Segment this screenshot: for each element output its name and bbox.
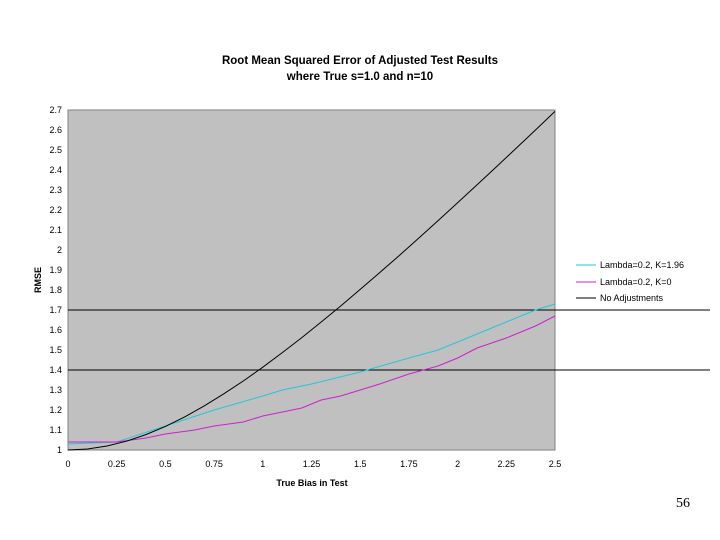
series-line-2 bbox=[67, 111, 556, 451]
y-tick-label: 2.4 bbox=[49, 165, 62, 175]
chart-subtitle: where True s=1.0 and n=10 bbox=[286, 71, 433, 83]
x-tick-label: 2 bbox=[455, 459, 460, 469]
x-tick-label: 1.5 bbox=[354, 459, 367, 469]
y-tick-label: 2.1 bbox=[49, 225, 62, 235]
x-tick-label: 2.5 bbox=[549, 459, 562, 469]
legend-label-0: Lambda=0.2, K=1.96 bbox=[600, 260, 684, 270]
x-tick-label: 0.5 bbox=[159, 459, 172, 469]
y-tick-label: 1.3 bbox=[49, 385, 62, 395]
page-number: 56 bbox=[676, 496, 690, 511]
y-axis-ticks: 1 1.1 1.2 1.3 1.4 1.5 1.6 1.7 1.8 1.9 2 2.1 2.2 2.3 2.… bbox=[49, 105, 62, 455]
y-tick-label: 2.6 bbox=[49, 125, 62, 135]
legend: Lambda=0.2, K=1.96 Lambda=0.2, K=0 No Adju… bbox=[576, 260, 684, 303]
legend-label-2: No Adjustments bbox=[600, 293, 664, 303]
y-axis-label: RMSE bbox=[33, 267, 43, 293]
y-tick-label: 1.1 bbox=[49, 425, 62, 435]
reference-lines bbox=[68, 309, 710, 371]
series-line-0 bbox=[67, 303, 556, 445]
y-tick-label: 1.6 bbox=[49, 325, 62, 335]
y-tick-label: 2.2 bbox=[49, 205, 62, 215]
x-tick-label: 1 bbox=[260, 459, 265, 469]
y-tick-label: 1.9 bbox=[49, 265, 62, 275]
y-tick-label: 1.7 bbox=[49, 305, 62, 315]
x-tick-label: 1.25 bbox=[303, 459, 321, 469]
y-tick-label: 1.5 bbox=[49, 345, 62, 355]
y-tick-label: 1.8 bbox=[49, 285, 62, 295]
y-tick-label: 2.7 bbox=[49, 105, 62, 115]
y-tick-label: 2 bbox=[57, 245, 62, 255]
y-tick-label: 2.3 bbox=[49, 185, 62, 195]
x-tick-label: 0.25 bbox=[108, 459, 126, 469]
x-axis-ticks: 0 0.25 0.5 0.75 1 1.25 1.5 1.75 2 2.25 2.5 bbox=[65, 459, 561, 469]
x-tick-label: 0 bbox=[65, 459, 70, 469]
y-tick-label: 1.4 bbox=[49, 365, 62, 375]
x-tick-label: 2.25 bbox=[498, 459, 516, 469]
x-tick-label: 0.75 bbox=[205, 459, 223, 469]
series-line-1 bbox=[68, 315, 556, 443]
x-axis-label: True Bias in Test bbox=[276, 478, 347, 488]
y-tick-label: 2.5 bbox=[49, 145, 62, 155]
chart-title: Root Mean Squared Error of Adjusted Test… bbox=[222, 55, 498, 67]
legend-label-1: Lambda=0.2, K=0 bbox=[600, 277, 672, 287]
y-tick-label: 1.2 bbox=[49, 405, 62, 415]
y-tick-label: 1 bbox=[57, 445, 62, 455]
series-lines bbox=[67, 111, 556, 451]
plot-area bbox=[67, 109, 556, 451]
x-tick-label: 1.75 bbox=[400, 459, 418, 469]
